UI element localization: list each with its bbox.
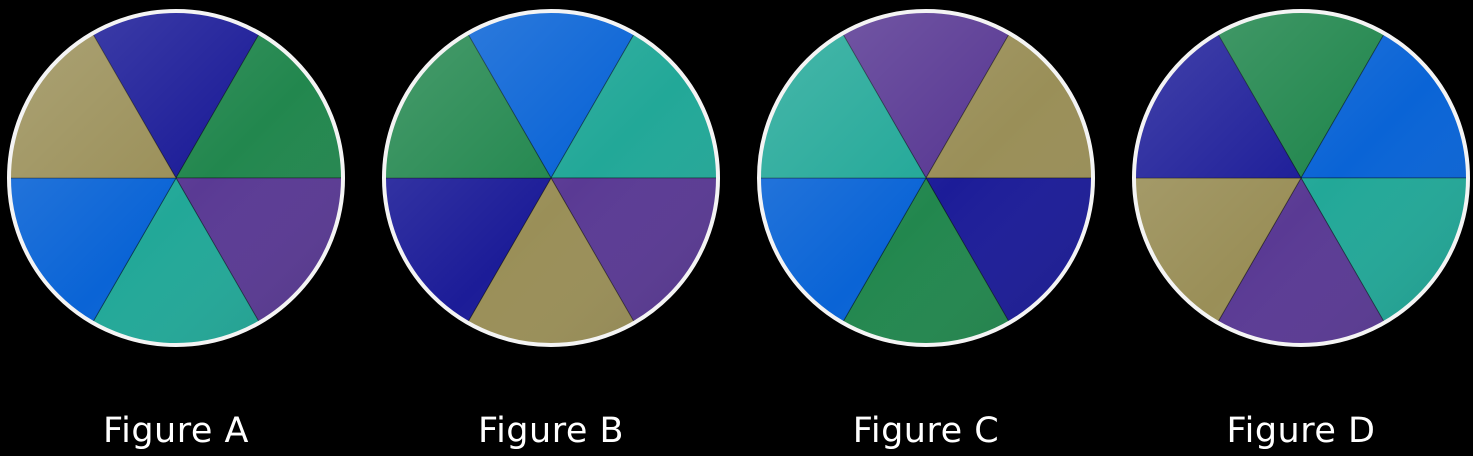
figure-d-label: Figure D: [1226, 411, 1376, 451]
figure-c-rim: [757, 9, 1095, 347]
wheel-figure-a: [7, 9, 345, 347]
figure-b-gloss: [384, 11, 718, 345]
figure-a-gloss: [9, 11, 343, 345]
figure-b-label: Figure B: [478, 411, 624, 451]
figure-c-label: Figure C: [852, 411, 1000, 451]
figure-c-gloss: [759, 11, 1093, 345]
wheel-figure-d: [1132, 9, 1470, 347]
figure-d-gloss: [1134, 11, 1468, 345]
wheel-figure-b: [382, 9, 720, 347]
figure-d-rim: [1132, 9, 1470, 347]
wheel-figure-c: [757, 9, 1095, 347]
figure-a-rim: [7, 9, 345, 347]
figure-b-rim: [382, 9, 720, 347]
figure-a-label: Figure A: [103, 411, 249, 451]
